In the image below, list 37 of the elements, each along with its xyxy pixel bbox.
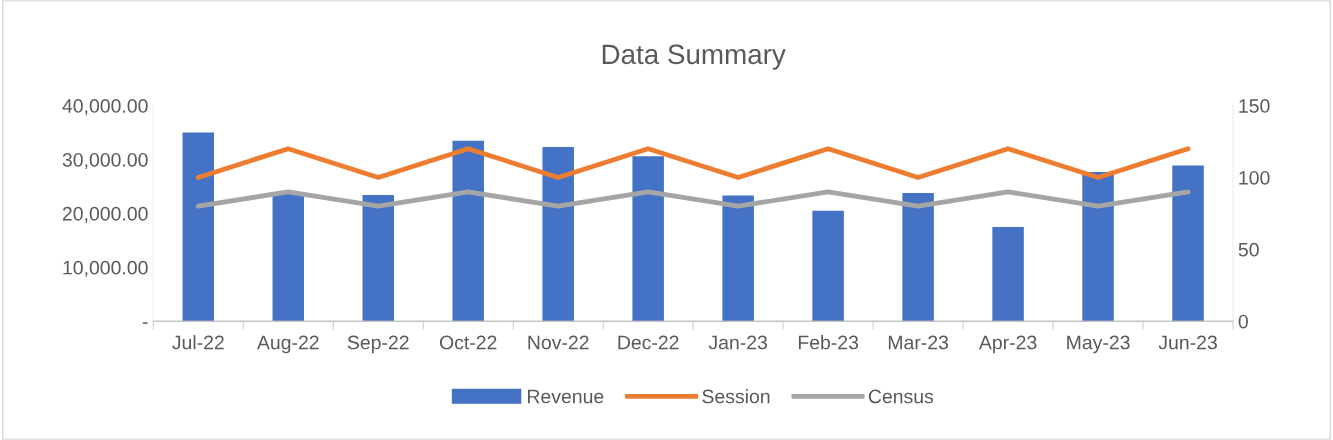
x-tick-label: Jan-23	[708, 335, 768, 350]
x-tick-label: Dec-22	[618, 335, 679, 350]
bar	[992, 226, 1024, 322]
bar	[632, 156, 664, 322]
x-tick-label: Jun-23	[1158, 335, 1217, 350]
y-tick-label: 40,000.00	[62, 99, 148, 116]
x-tick-label: Oct-22	[439, 335, 497, 350]
y-tick-label: -	[142, 322, 148, 324]
legend-label: Revenue	[528, 389, 604, 404]
y2-tick-label: 0	[1238, 314, 1248, 329]
x-tick-label: Jul-22	[172, 335, 224, 350]
y2-tick-label: 50	[1238, 242, 1259, 257]
bar	[182, 132, 215, 322]
bar	[722, 195, 754, 322]
bar	[452, 140, 484, 322]
chart-title: Data Summary	[602, 44, 786, 70]
x-tick-label: Feb-23	[798, 335, 859, 350]
legend-label: Session	[702, 389, 770, 404]
bar	[362, 195, 394, 322]
x-tick-label: Aug-22	[256, 335, 319, 354]
x-tick-label: Mar-23	[888, 335, 949, 350]
bar	[272, 194, 305, 322]
x-tick-label: Apr-23	[978, 335, 1037, 354]
y-tick-label: 20,000.00	[62, 206, 148, 223]
bar	[1082, 171, 1114, 322]
x-tick-label: May-23	[1067, 335, 1130, 354]
y2-tick-label: 100	[1239, 170, 1270, 185]
x-tick-label: Sep-22	[347, 335, 409, 354]
y-tick-label: 30,000.00	[62, 152, 148, 170]
bar	[542, 147, 574, 322]
bar	[812, 210, 844, 322]
y-tick-label: 10,000.00	[63, 260, 148, 277]
bar	[1172, 165, 1204, 322]
legend-label: Census	[868, 389, 934, 404]
bar	[902, 192, 934, 322]
y2-tick-label: 150	[1239, 99, 1270, 113]
x-tick-label: Nov-22	[528, 335, 589, 350]
